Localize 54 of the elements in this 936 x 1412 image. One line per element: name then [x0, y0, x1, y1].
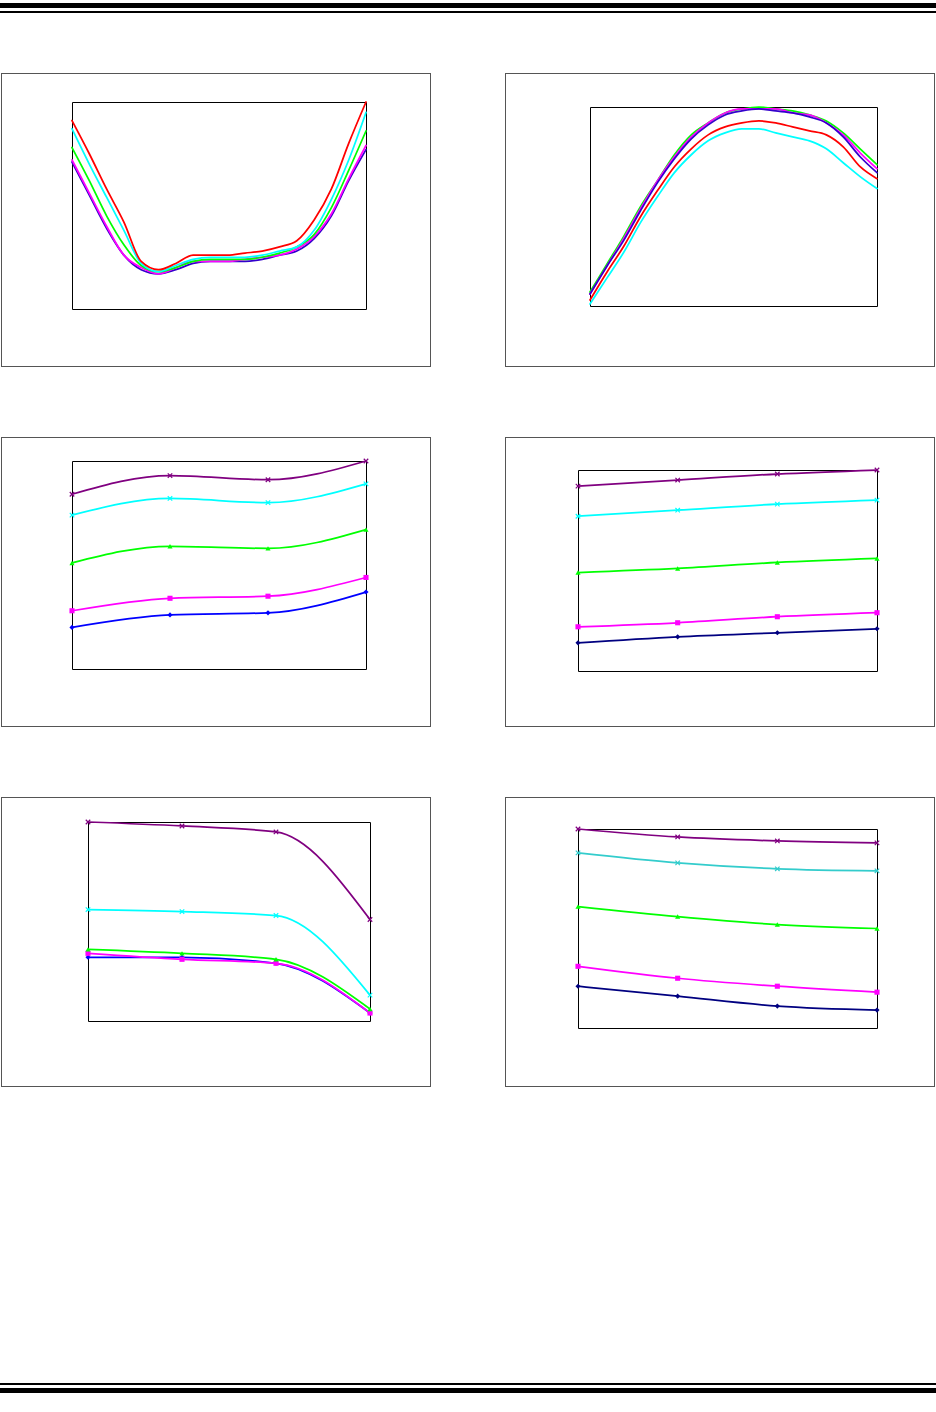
point	[575, 624, 581, 630]
point	[85, 947, 91, 952]
point	[675, 566, 681, 571]
point	[69, 608, 75, 614]
point	[167, 612, 173, 618]
point	[874, 926, 880, 931]
point	[675, 914, 681, 919]
point	[675, 634, 681, 640]
point	[265, 593, 271, 599]
point	[367, 1006, 373, 1012]
point	[674, 859, 681, 866]
point	[774, 1003, 780, 1009]
point	[774, 838, 781, 844]
point	[179, 951, 185, 956]
point	[674, 834, 681, 840]
point	[273, 957, 279, 962]
point	[363, 527, 369, 532]
point	[774, 922, 780, 927]
point	[265, 499, 271, 506]
point	[167, 472, 173, 479]
point	[675, 620, 681, 626]
point	[179, 908, 185, 915]
point	[575, 963, 581, 969]
point	[674, 507, 681, 514]
point	[167, 495, 173, 502]
point	[774, 983, 780, 989]
point	[874, 610, 880, 616]
point	[774, 501, 781, 508]
point	[675, 993, 681, 999]
point	[575, 983, 581, 989]
point	[273, 912, 279, 919]
point	[774, 865, 781, 872]
point	[265, 476, 271, 483]
point	[265, 610, 271, 616]
point	[363, 589, 369, 595]
point	[575, 570, 581, 575]
point	[167, 595, 173, 601]
point	[85, 950, 91, 956]
point	[874, 626, 880, 632]
point	[363, 574, 369, 581]
point	[874, 1007, 880, 1013]
point	[575, 640, 581, 646]
point	[774, 630, 780, 636]
point	[69, 624, 75, 630]
point	[265, 546, 271, 551]
point	[69, 560, 75, 566]
point	[674, 477, 681, 483]
point	[774, 614, 780, 620]
point	[575, 904, 581, 909]
point	[675, 975, 681, 981]
point	[874, 556, 880, 561]
point	[774, 560, 780, 565]
point	[774, 471, 781, 477]
point	[874, 989, 880, 995]
